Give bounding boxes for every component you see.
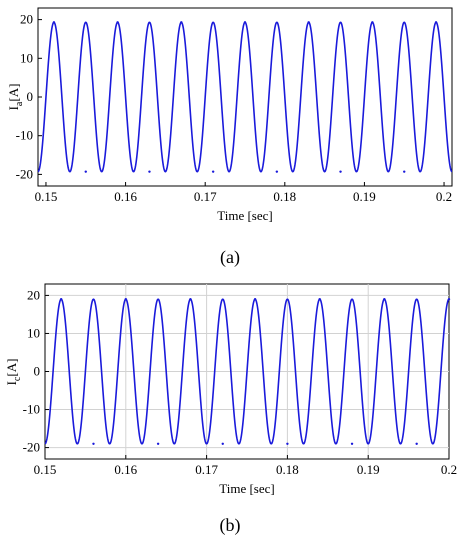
data-point [415, 442, 418, 445]
peak-markers-b [59, 298, 451, 445]
y-tick-label: 10 [20, 50, 33, 65]
y-axis-label-sub-b: c [12, 376, 23, 381]
y-ticks-b: -20 -10 0 10 20 [23, 287, 49, 455]
data-point [403, 170, 406, 173]
data-point [180, 21, 183, 24]
y-ticks-a: -20 -10 0 10 20 [16, 12, 42, 181]
y-axis-label-sub-a: a [14, 101, 25, 106]
x-tick-label: 0.18 [273, 189, 296, 204]
data-point [383, 298, 386, 301]
chart-panel-a: 0.15 0.16 0.17 0.18 0.19 0.2 -20 -10 0 10 20 Time… [6, 7, 453, 268]
svg-text:Ic[A]: Ic[A] [4, 359, 23, 386]
data-point [286, 442, 289, 445]
x-axis-label-b: Time [sec] [219, 481, 275, 496]
y-axis-label-main-b: I [4, 381, 19, 385]
data-point [243, 21, 247, 24]
x-tick-label: 0.15 [35, 189, 58, 204]
data-point [307, 21, 310, 24]
y-axis-label-main-a: I [6, 106, 21, 110]
x-ticks-a: 0.15 0.16 0.17 0.18 0.19 0.2 [35, 182, 452, 204]
x-tick-label: 0.16 [114, 462, 137, 477]
data-point [253, 298, 257, 301]
data-point [59, 298, 63, 301]
data-point [371, 21, 374, 24]
data-point [221, 442, 224, 445]
y-tick-label: 20 [20, 12, 33, 27]
y-tick-label: -10 [16, 128, 33, 143]
y-axis-label-unit-b: [A] [4, 359, 19, 377]
y-tick-label: 0 [27, 89, 34, 104]
data-point [116, 21, 119, 24]
x-tick-label: 0.19 [357, 462, 380, 477]
x-tick-label: 0.17 [194, 189, 217, 204]
panel-label-a: (a) [220, 247, 240, 268]
data-point [434, 21, 438, 24]
x-tick-label: 0.17 [195, 462, 218, 477]
y-axis-label-a: Ia[A] [6, 84, 25, 111]
plot-frame-a [37, 7, 453, 187]
data-point [148, 170, 151, 173]
x-tick-label: 0.2 [441, 462, 457, 477]
x-tick-label: 0.16 [114, 189, 137, 204]
data-point [350, 442, 354, 445]
x-tick-label: 0.18 [276, 462, 299, 477]
data-point [52, 21, 56, 24]
y-tick-label: 10 [27, 325, 40, 340]
data-point [84, 170, 87, 173]
data-point [124, 298, 128, 301]
x-tick-label: 0.19 [353, 189, 376, 204]
chart-panel-b: 0.15 0.16 0.17 0.18 0.19 0.2 -20 -10 0 10 20 Time… [4, 283, 457, 536]
x-tick-label: 0.2 [436, 189, 452, 204]
data-point [275, 170, 279, 173]
peak-markers-a [52, 21, 438, 173]
data-point [156, 442, 160, 445]
y-tick-label: -20 [16, 166, 33, 181]
y-tick-label: -10 [23, 402, 40, 417]
data-point [447, 298, 451, 301]
x-ticks-b: 0.15 0.16 0.17 0.18 0.19 0.2 [34, 455, 457, 477]
x-tick-label: 0.15 [34, 462, 57, 477]
data-point [339, 170, 342, 173]
data-point [318, 298, 321, 301]
svg-text:Ia[A]: Ia[A] [6, 84, 25, 111]
y-tick-label: -20 [23, 440, 40, 455]
data-point [211, 170, 215, 173]
x-axis-label-a: Time [sec] [217, 208, 273, 223]
series-line-b [44, 298, 450, 445]
y-tick-label: 0 [34, 364, 41, 379]
y-axis-label-unit-a: [A] [6, 84, 21, 102]
data-point [189, 298, 192, 301]
data-point [92, 442, 95, 445]
panel-label-b: (b) [220, 515, 241, 536]
y-axis-label-b: Ic[A] [4, 359, 23, 386]
grid-b [45, 284, 449, 459]
y-tick-label: 20 [27, 287, 40, 302]
